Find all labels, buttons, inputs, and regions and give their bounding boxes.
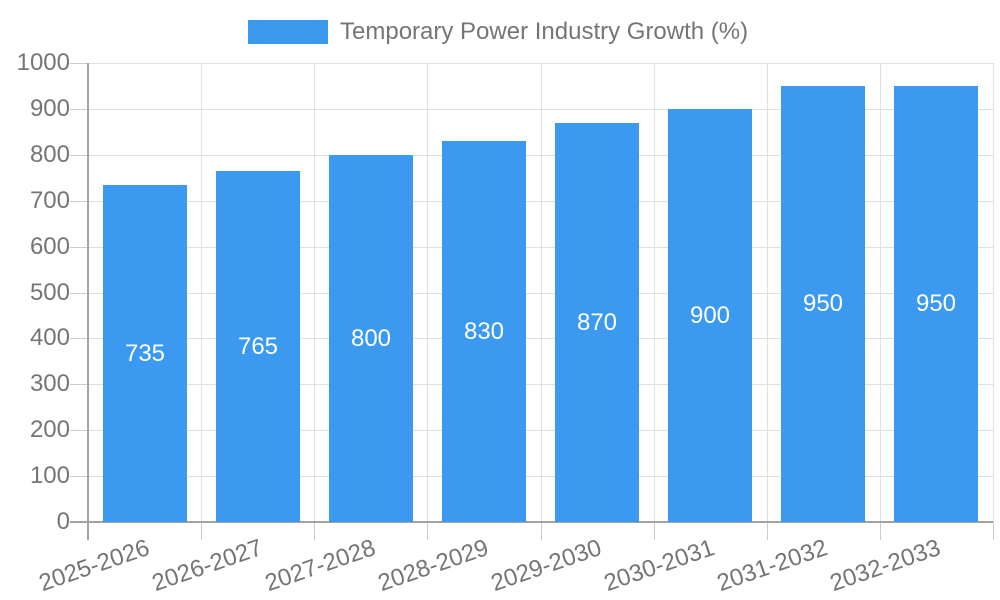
- y-axis-line: [87, 63, 89, 540]
- x-axis-tick: [201, 522, 202, 540]
- y-axis-tick: [70, 338, 88, 339]
- y-tick-label: 800: [29, 141, 70, 168]
- y-tick-label: 700: [29, 187, 70, 214]
- bar[interactable]: 900: [668, 109, 752, 522]
- x-tick-label: 2032-2033: [826, 534, 945, 598]
- y-axis-tick: [70, 247, 88, 248]
- x-axis-tick: [654, 522, 655, 540]
- bar-value-label: 870: [576, 308, 618, 336]
- gridline-horizontal: [88, 63, 993, 64]
- bar[interactable]: 950: [894, 86, 978, 522]
- gridline-horizontal: [88, 109, 993, 110]
- x-tick-label: 2025-2026: [35, 534, 154, 598]
- legend-color-swatch: [248, 20, 328, 44]
- y-tick-label: 300: [29, 370, 70, 397]
- gridline-vertical: [880, 63, 881, 522]
- bar[interactable]: 870: [555, 123, 639, 522]
- legend-label: Temporary Power Industry Growth (%): [340, 18, 749, 45]
- y-tick-label: 500: [29, 279, 70, 306]
- x-tick-label: 2030-2031: [600, 534, 719, 598]
- gridline-horizontal: [88, 293, 993, 294]
- bar[interactable]: 950: [781, 86, 865, 522]
- x-tick-label: 2027-2028: [261, 534, 380, 598]
- gridline-horizontal: [88, 476, 993, 477]
- legend-item[interactable]: Temporary Power Industry Growth (%): [248, 20, 748, 44]
- gridline-vertical: [541, 63, 542, 522]
- y-tick-label: 0: [56, 508, 70, 535]
- gridline-vertical: [314, 63, 315, 522]
- x-axis-line: [70, 521, 993, 523]
- y-tick-label: 200: [29, 416, 70, 443]
- gridline-horizontal: [88, 338, 993, 339]
- y-tick-label: 900: [29, 95, 70, 122]
- bar-value-label: 950: [915, 290, 957, 317]
- bar[interactable]: 735: [103, 185, 187, 522]
- gridline-horizontal: [88, 201, 993, 202]
- bar-value-label: 765: [237, 332, 279, 360]
- bar[interactable]: 765: [216, 171, 300, 522]
- gridline-horizontal: [88, 430, 993, 431]
- gridline-horizontal: [88, 247, 993, 248]
- gridline-vertical: [427, 63, 428, 522]
- y-axis-tick: [70, 109, 88, 110]
- x-tick-label: 2031-2032: [713, 534, 832, 598]
- y-axis-tick: [70, 155, 88, 156]
- bar[interactable]: 800: [329, 155, 413, 522]
- bar-value-label: 735: [124, 339, 166, 367]
- gridline-horizontal: [88, 384, 993, 385]
- bar-value-label: 800: [350, 324, 392, 352]
- y-axis-tick: [70, 201, 88, 202]
- y-axis-tick: [70, 63, 88, 64]
- gridline-vertical: [201, 63, 202, 522]
- x-axis-tick: [314, 522, 315, 540]
- gridline-vertical: [654, 63, 655, 522]
- x-axis-tick: [427, 522, 428, 540]
- y-tick-label: 400: [29, 324, 70, 351]
- bar-value-label: 900: [689, 301, 731, 329]
- gridline-vertical: [767, 63, 768, 522]
- bar-value-label: 950: [802, 290, 844, 317]
- x-tick-label: 2028-2029: [374, 534, 493, 598]
- gridline-horizontal: [88, 155, 993, 156]
- y-axis-tick: [70, 384, 88, 385]
- y-axis-tick: [70, 293, 88, 294]
- y-axis-tick: [70, 430, 88, 431]
- bar-value-label: 830: [463, 317, 505, 345]
- y-tick-label: 600: [29, 233, 70, 260]
- x-axis-tick: [880, 522, 881, 540]
- y-axis-tick: [70, 476, 88, 477]
- x-axis-tick: [993, 522, 994, 540]
- x-axis-tick: [541, 522, 542, 540]
- gridline-vertical: [993, 63, 994, 522]
- bar[interactable]: 830: [442, 141, 526, 522]
- x-axis-tick: [767, 522, 768, 540]
- y-tick-label: 100: [29, 462, 70, 489]
- y-tick-label: 1000: [16, 49, 70, 76]
- x-tick-label: 2029-2030: [487, 534, 606, 598]
- x-tick-label: 2026-2027: [148, 534, 267, 598]
